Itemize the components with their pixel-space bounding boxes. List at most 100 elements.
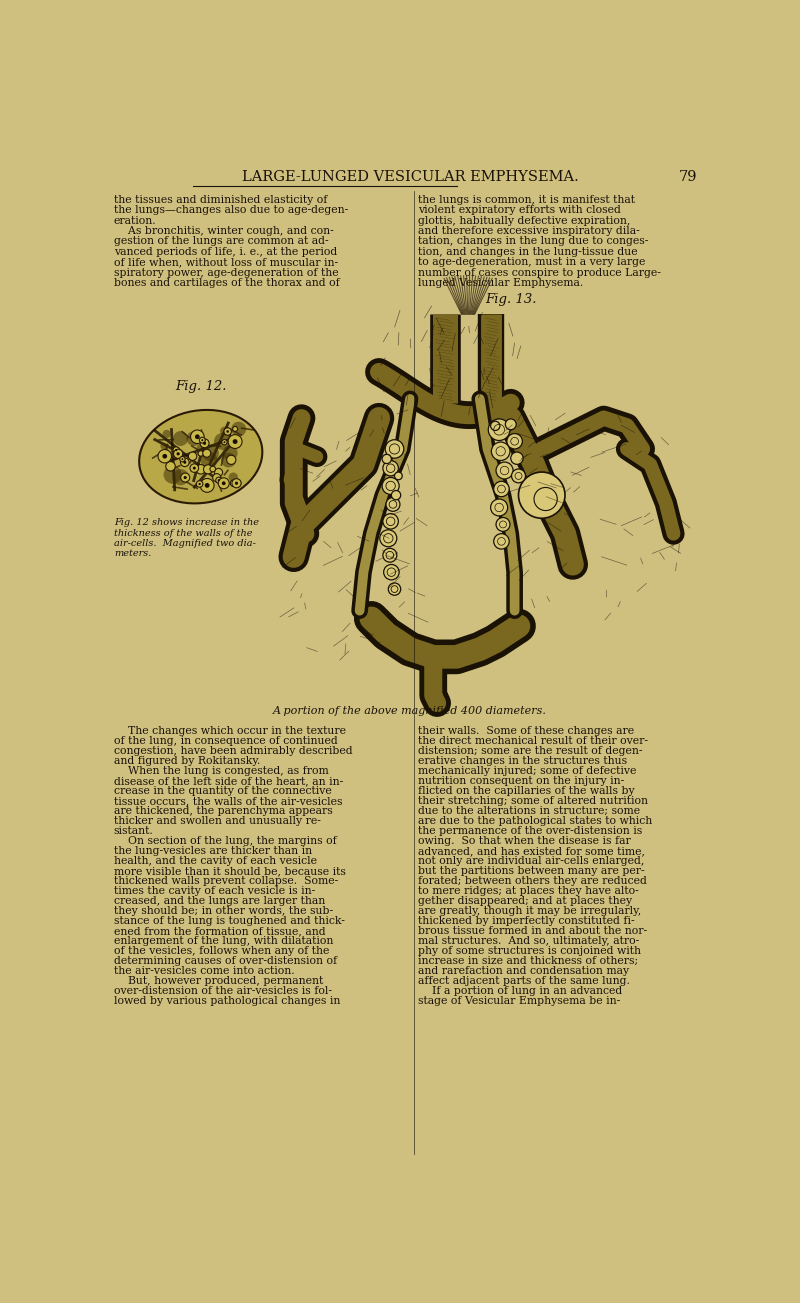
Text: nutrition consequent on the injury in-: nutrition consequent on the injury in- [418,777,624,786]
Circle shape [195,434,200,439]
Text: A portion of the above magnified 400 diameters.: A portion of the above magnified 400 dia… [273,706,547,717]
Text: spiratory power, age-degeneration of the: spiratory power, age-degeneration of the [114,267,338,278]
Circle shape [202,444,219,461]
Text: the lungs—changes also due to age-degen-: the lungs—changes also due to age-degen- [114,206,348,215]
Text: stage of Vesicular Emphysema be in-: stage of Vesicular Emphysema be in- [418,997,620,1006]
Circle shape [496,463,513,480]
Circle shape [182,459,183,460]
Text: thickened walls prevent collapse.  Some-: thickened walls prevent collapse. Some- [114,877,338,886]
Text: If a portion of lung in an advanced: If a portion of lung in an advanced [418,986,622,997]
Circle shape [200,478,214,493]
Circle shape [384,564,399,580]
Text: not only are individual air-cells enlarged,: not only are individual air-cells enlarg… [418,856,645,866]
Circle shape [223,442,226,443]
Circle shape [226,430,229,433]
Circle shape [394,472,402,480]
Circle shape [218,478,230,489]
Text: gether disappeared; and at places they: gether disappeared; and at places they [418,896,632,907]
Text: tion, and changes in the lung-tissue due: tion, and changes in the lung-tissue due [418,246,638,257]
Text: but the partitions between many are per-: but the partitions between many are per- [418,866,645,877]
Circle shape [166,461,175,470]
Circle shape [221,452,236,468]
Text: crease in the quantity of the connective: crease in the quantity of the connective [114,786,331,796]
Text: owing.  So that when the disease is far: owing. So that when the disease is far [418,837,631,846]
Text: 79: 79 [678,171,697,184]
Text: over-distension of the air-vesicles is fol-: over-distension of the air-vesicles is f… [114,986,332,997]
Circle shape [222,446,238,460]
Circle shape [181,473,190,482]
Circle shape [196,481,203,487]
Circle shape [177,452,180,456]
Text: the lungs is common, it is manifest that: the lungs is common, it is manifest that [418,195,635,205]
Text: bones and cartilages of the thorax and of: bones and cartilages of the thorax and o… [114,278,339,288]
Circle shape [181,457,189,466]
Circle shape [162,430,171,438]
Circle shape [496,517,510,532]
Text: violent expiratory efforts with closed: violent expiratory efforts with closed [418,206,621,215]
Circle shape [220,426,229,435]
Circle shape [173,447,179,453]
Text: congestion, have been admirably described: congestion, have been admirably describe… [114,747,352,756]
Text: eration.: eration. [114,216,156,225]
Text: Fig. 13.: Fig. 13. [485,293,537,306]
Text: the direct mechanical result of their over-: the direct mechanical result of their ov… [418,736,648,747]
Text: ened from the formation of tissue, and: ened from the formation of tissue, and [114,926,326,937]
Text: forated; between others they are reduced: forated; between others they are reduced [418,877,647,886]
Circle shape [180,456,185,461]
Circle shape [382,477,399,494]
Text: tissue occurs, the walls of the air-vesicles: tissue occurs, the walls of the air-vesi… [114,796,342,807]
Text: of the lung, in consequence of continued: of the lung, in consequence of continued [114,736,338,747]
Circle shape [200,439,209,448]
Text: stance of the lung is toughened and thick-: stance of the lung is toughened and thic… [114,916,345,926]
Text: tation, changes in the lung due to conges-: tation, changes in the lung due to conge… [418,236,649,246]
Text: are due to the pathological states to which: are due to the pathological states to wh… [418,816,652,826]
Circle shape [235,482,238,485]
Circle shape [188,452,197,460]
Circle shape [226,455,236,464]
Circle shape [386,439,404,459]
Circle shape [233,426,238,431]
Circle shape [174,450,182,459]
Text: thickened by imperfectly constituted fi-: thickened by imperfectly constituted fi- [418,916,634,926]
Text: flicted on the capillaries of the walls by: flicted on the capillaries of the walls … [418,786,634,796]
Circle shape [196,443,210,457]
Text: vanced periods of life, i. e., at the period: vanced periods of life, i. e., at the pe… [114,246,337,257]
Circle shape [186,431,202,446]
Circle shape [488,420,510,440]
Text: the permanence of the over-distension is: the permanence of the over-distension is [418,826,642,837]
Circle shape [205,483,210,487]
Circle shape [388,582,401,595]
Circle shape [228,435,242,448]
Circle shape [214,468,222,477]
Circle shape [203,465,213,474]
Circle shape [382,455,391,464]
Text: the tissues and diminished elasticity of: the tissues and diminished elasticity of [114,195,327,205]
Circle shape [391,490,401,500]
Text: creased, and the lungs are larger than: creased, and the lungs are larger than [114,896,325,907]
Text: mal structures.  And so, ultimately, atro-: mal structures. And so, ultimately, atro… [418,937,639,946]
Circle shape [158,450,171,463]
Circle shape [383,549,397,562]
Text: When the lung is congested, as from: When the lung is congested, as from [114,766,328,777]
Circle shape [232,478,241,487]
Circle shape [183,461,186,464]
Text: advanced, and has existed for some time,: advanced, and has existed for some time, [418,846,645,856]
Circle shape [518,472,565,519]
Text: affect adjacent parts of the same lung.: affect adjacent parts of the same lung. [418,976,630,986]
Circle shape [190,464,198,473]
Text: determining causes of over-distension of: determining causes of over-distension of [114,956,337,967]
Text: to age-degeneration, must in a very large: to age-degeneration, must in a very larg… [418,257,646,267]
Text: mechanically injured; some of defective: mechanically injured; some of defective [418,766,637,777]
Circle shape [213,473,221,482]
Circle shape [216,477,222,483]
Circle shape [203,442,206,444]
Circle shape [163,465,182,483]
Text: and figured by Rokitansky.: and figured by Rokitansky. [114,756,260,766]
Circle shape [175,450,178,451]
Circle shape [231,422,246,437]
Circle shape [383,513,398,529]
Ellipse shape [139,410,262,503]
Text: enlargement of the lung, with dilatation: enlargement of the lung, with dilatation [114,937,333,946]
Text: the air-vesicles come into action.: the air-vesicles come into action. [114,967,294,976]
Text: The changes which occur in the texture: The changes which occur in the texture [114,726,346,736]
